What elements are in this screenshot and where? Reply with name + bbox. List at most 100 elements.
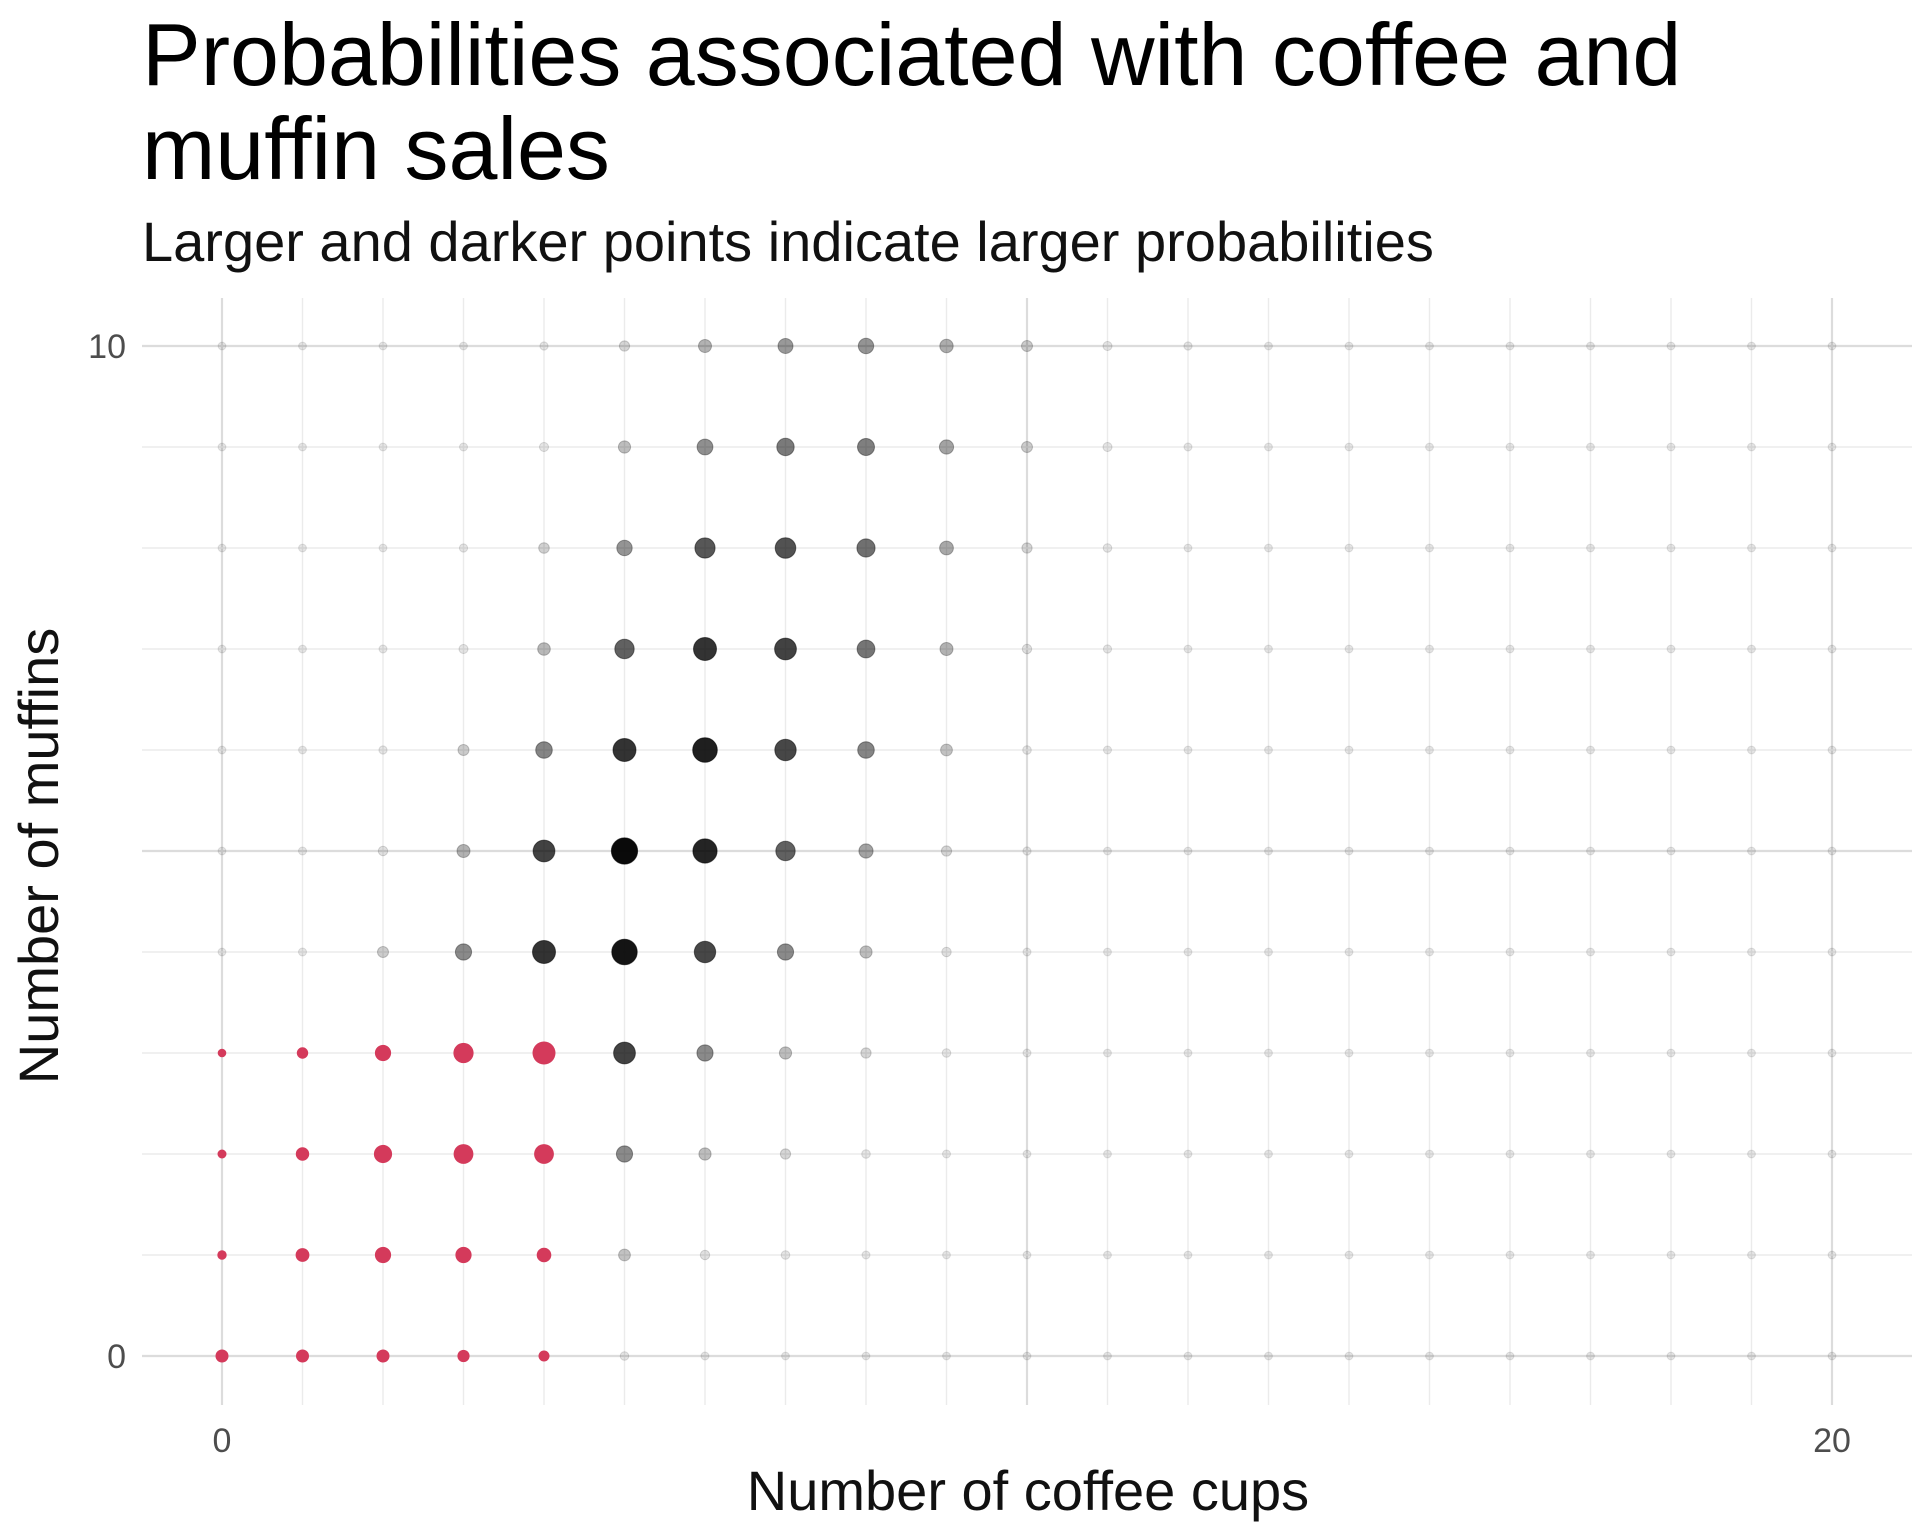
- data-point: [1827, 644, 1837, 654]
- data-point: [1264, 1048, 1273, 1058]
- data-point: [1505, 947, 1515, 957]
- plot-grid: [142, 298, 1912, 1405]
- data-point: [1264, 1351, 1273, 1361]
- data-point: [1103, 846, 1112, 856]
- data-point: [1425, 341, 1434, 351]
- x-tick-label: 0: [213, 1422, 232, 1460]
- data-point: [777, 338, 794, 354]
- data-point: [1022, 947, 1032, 957]
- data-point-highlighted: [374, 1044, 392, 1062]
- data-point: [616, 539, 633, 557]
- data-point: [857, 741, 875, 759]
- data-point: [1827, 1351, 1837, 1361]
- y-tick-label: 0: [107, 1338, 126, 1376]
- data-point: [1827, 341, 1837, 351]
- data-point: [298, 846, 307, 856]
- data-point: [1183, 341, 1193, 351]
- data-point: [1264, 644, 1273, 654]
- data-point: [1183, 846, 1193, 856]
- data-point: [1586, 1149, 1595, 1159]
- data-point-highlighted: [532, 1041, 556, 1065]
- data-points: [215, 337, 1837, 1363]
- data-point: [1103, 1048, 1112, 1058]
- y-axis-label: Number of muffins: [7, 628, 70, 1084]
- data-point: [1827, 846, 1837, 856]
- data-point: [1666, 745, 1676, 755]
- data-point: [1586, 1048, 1595, 1058]
- data-point: [776, 437, 795, 457]
- data-point: [698, 1147, 712, 1161]
- data-point: [217, 846, 227, 856]
- data-point: [1505, 846, 1515, 856]
- data-point: [692, 737, 718, 763]
- data-point: [1666, 1149, 1676, 1159]
- data-point: [774, 738, 797, 762]
- data-point: [535, 741, 553, 759]
- data-point: [775, 840, 796, 862]
- x-tick-label: 20: [1813, 1422, 1851, 1460]
- data-point: [1505, 1250, 1515, 1260]
- data-point: [1264, 1250, 1273, 1260]
- data-point-highlighted: [295, 1248, 310, 1262]
- data-point: [298, 947, 307, 957]
- data-point: [613, 1041, 636, 1065]
- data-point: [1344, 1351, 1354, 1361]
- data-point: [1666, 947, 1676, 957]
- data-point: [942, 1250, 951, 1260]
- data-point: [298, 442, 307, 452]
- data-point: [217, 341, 227, 351]
- data-point-highlighted: [376, 1349, 390, 1363]
- data-point: [1747, 1351, 1756, 1361]
- data-point: [1021, 542, 1033, 554]
- data-point: [378, 745, 388, 755]
- data-point: [298, 644, 307, 654]
- data-point: [1021, 340, 1033, 352]
- data-point: [1103, 1351, 1112, 1361]
- data-point: [1425, 442, 1434, 452]
- data-point: [1425, 543, 1434, 553]
- data-point: [1586, 341, 1595, 351]
- data-point: [774, 637, 797, 661]
- data-point: [1586, 442, 1595, 452]
- data-point: [378, 341, 388, 351]
- data-point: [774, 537, 797, 559]
- data-point: [1425, 1351, 1434, 1361]
- data-point: [612, 738, 637, 762]
- data-point-highlighted: [217, 1149, 227, 1159]
- data-point: [1827, 947, 1837, 957]
- data-point: [1666, 1048, 1676, 1058]
- data-point: [1505, 745, 1515, 755]
- data-point: [1102, 543, 1113, 553]
- data-point: [1586, 846, 1595, 856]
- data-point: [939, 642, 954, 656]
- data-point: [1586, 947, 1595, 957]
- data-point: [458, 543, 469, 553]
- data-point: [699, 1249, 711, 1261]
- data-point: [861, 1149, 871, 1159]
- data-point: [861, 1250, 871, 1260]
- data-point: [856, 639, 876, 659]
- data-point: [217, 644, 227, 654]
- data-point: [1022, 1048, 1032, 1058]
- data-point-highlighted: [538, 1350, 550, 1362]
- data-point: [1022, 1250, 1032, 1260]
- data-point: [1586, 543, 1595, 553]
- data-point: [861, 1351, 871, 1361]
- data-point: [692, 838, 718, 864]
- data-point: [1666, 341, 1676, 351]
- data-point: [1022, 846, 1032, 856]
- data-point: [858, 843, 874, 859]
- data-point: [1827, 1048, 1837, 1058]
- data-point: [942, 1351, 951, 1361]
- data-point: [1747, 1149, 1756, 1159]
- data-point: [940, 845, 953, 857]
- data-point: [298, 543, 307, 553]
- data-point: [1264, 1149, 1273, 1159]
- data-point: [1344, 442, 1354, 452]
- data-point: [459, 442, 468, 452]
- data-point: [1666, 1351, 1676, 1361]
- data-point: [856, 538, 876, 558]
- data-point: [1021, 441, 1033, 453]
- data-point: [532, 839, 556, 863]
